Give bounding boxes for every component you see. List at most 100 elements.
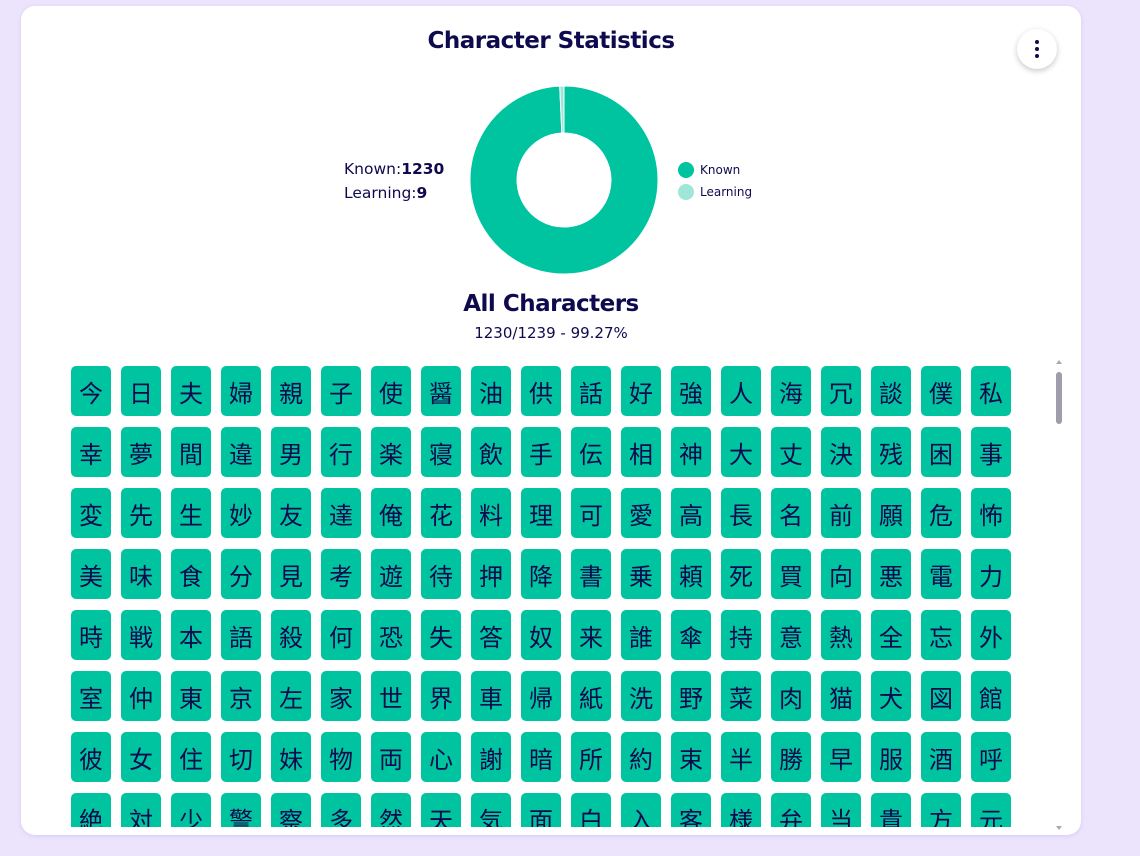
character-tile[interactable]: 時: [71, 610, 111, 660]
character-tile[interactable]: 神: [671, 427, 711, 477]
character-tile[interactable]: 元: [971, 793, 1011, 827]
character-tile[interactable]: 美: [71, 549, 111, 599]
character-tile[interactable]: 恐: [371, 610, 411, 660]
character-tile[interactable]: 可: [571, 488, 611, 538]
character-tile[interactable]: 全: [871, 610, 911, 660]
character-tile[interactable]: 油: [471, 366, 511, 416]
scrollbar-thumb[interactable]: [1056, 372, 1062, 424]
character-tile[interactable]: 暗: [521, 732, 561, 782]
character-tile[interactable]: 楽: [371, 427, 411, 477]
character-tile[interactable]: 天: [421, 793, 461, 827]
character-tile[interactable]: 名: [771, 488, 811, 538]
character-tile[interactable]: 熱: [821, 610, 861, 660]
character-tile[interactable]: 紙: [571, 671, 611, 721]
character-tile[interactable]: 貴: [871, 793, 911, 827]
character-tile[interactable]: 忘: [921, 610, 961, 660]
character-tile[interactable]: 遊: [371, 549, 411, 599]
character-tile[interactable]: 妹: [271, 732, 311, 782]
character-tile[interactable]: 先: [121, 488, 161, 538]
character-tile[interactable]: 方: [921, 793, 961, 827]
character-tile[interactable]: 少: [171, 793, 211, 827]
scroll-down-icon[interactable]: [1056, 826, 1062, 830]
character-tile[interactable]: 警: [221, 793, 261, 827]
character-tile[interactable]: 気: [471, 793, 511, 827]
character-tile[interactable]: 悪: [871, 549, 911, 599]
character-tile[interactable]: 図: [921, 671, 961, 721]
character-tile[interactable]: 幸: [71, 427, 111, 477]
character-tile[interactable]: 察: [271, 793, 311, 827]
character-tile[interactable]: 押: [471, 549, 511, 599]
character-tile[interactable]: 日: [121, 366, 161, 416]
character-tile[interactable]: 両: [371, 732, 411, 782]
character-tile[interactable]: 左: [271, 671, 311, 721]
character-tile[interactable]: 失: [421, 610, 461, 660]
character-tile[interactable]: 来: [571, 610, 611, 660]
legend-item-learning[interactable]: Learning: [678, 181, 752, 203]
character-tile[interactable]: 夢: [121, 427, 161, 477]
character-grid-scroll[interactable]: 今日夫婦親子使醤油供話好強人海冗談僕私幸夢間違男行楽寝飲手伝相神大丈決残困事変先…: [69, 364, 1014, 827]
character-tile[interactable]: 力: [971, 549, 1011, 599]
character-tile[interactable]: 切: [221, 732, 261, 782]
character-tile[interactable]: 入: [621, 793, 661, 827]
character-tile[interactable]: 外: [971, 610, 1011, 660]
character-tile[interactable]: 味: [121, 549, 161, 599]
character-tile[interactable]: 本: [171, 610, 211, 660]
character-tile[interactable]: 男: [271, 427, 311, 477]
character-tile[interactable]: 私: [971, 366, 1011, 416]
character-tile[interactable]: 住: [171, 732, 211, 782]
character-tile[interactable]: 猫: [821, 671, 861, 721]
character-tile[interactable]: 残: [871, 427, 911, 477]
character-tile[interactable]: 見: [271, 549, 311, 599]
character-tile[interactable]: 面: [521, 793, 561, 827]
character-tile[interactable]: 頼: [671, 549, 711, 599]
character-tile[interactable]: 危: [921, 488, 961, 538]
character-tile[interactable]: 手: [521, 427, 561, 477]
character-tile[interactable]: 長: [721, 488, 761, 538]
character-tile[interactable]: 何: [321, 610, 361, 660]
character-tile[interactable]: 怖: [971, 488, 1011, 538]
character-tile[interactable]: 違: [221, 427, 261, 477]
character-tile[interactable]: 室: [71, 671, 111, 721]
character-tile[interactable]: 子: [321, 366, 361, 416]
scroll-up-icon[interactable]: [1056, 360, 1062, 364]
legend-item-known[interactable]: Known: [678, 159, 752, 181]
character-tile[interactable]: 高: [671, 488, 711, 538]
character-tile[interactable]: 花: [421, 488, 461, 538]
character-tile[interactable]: 様: [721, 793, 761, 827]
character-tile[interactable]: 多: [321, 793, 361, 827]
character-tile[interactable]: 傘: [671, 610, 711, 660]
character-tile[interactable]: 京: [221, 671, 261, 721]
character-tile[interactable]: 行: [321, 427, 361, 477]
character-tile[interactable]: 海: [771, 366, 811, 416]
character-tile[interactable]: 野: [671, 671, 711, 721]
character-tile[interactable]: 前: [821, 488, 861, 538]
character-tile[interactable]: 親: [271, 366, 311, 416]
character-tile[interactable]: 食: [171, 549, 211, 599]
character-tile[interactable]: 友: [271, 488, 311, 538]
character-tile[interactable]: 束: [671, 732, 711, 782]
character-tile[interactable]: 物: [321, 732, 361, 782]
character-tile[interactable]: 相: [621, 427, 661, 477]
character-tile[interactable]: 醤: [421, 366, 461, 416]
character-tile[interactable]: 奴: [521, 610, 561, 660]
character-tile[interactable]: 談: [871, 366, 911, 416]
character-tile[interactable]: 酒: [921, 732, 961, 782]
character-tile[interactable]: 約: [621, 732, 661, 782]
character-tile[interactable]: 達: [321, 488, 361, 538]
character-tile[interactable]: 供: [521, 366, 561, 416]
character-tile[interactable]: 妙: [221, 488, 261, 538]
character-tile[interactable]: 仲: [121, 671, 161, 721]
character-tile[interactable]: 対: [121, 793, 161, 827]
character-tile[interactable]: 女: [121, 732, 161, 782]
character-tile[interactable]: 待: [421, 549, 461, 599]
character-tile[interactable]: 理: [521, 488, 561, 538]
character-tile[interactable]: 願: [871, 488, 911, 538]
character-tile[interactable]: 話: [571, 366, 611, 416]
character-tile[interactable]: 戦: [121, 610, 161, 660]
character-tile[interactable]: 誰: [621, 610, 661, 660]
character-tile[interactable]: 今: [71, 366, 111, 416]
character-tile[interactable]: 困: [921, 427, 961, 477]
character-tile[interactable]: 買: [771, 549, 811, 599]
character-tile[interactable]: 決: [821, 427, 861, 477]
character-tile[interactable]: 世: [371, 671, 411, 721]
